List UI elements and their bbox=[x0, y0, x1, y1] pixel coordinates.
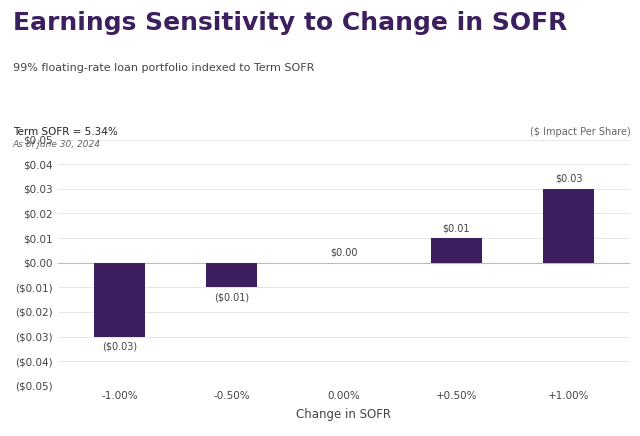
Text: ($ Impact Per Share): ($ Impact Per Share) bbox=[530, 127, 630, 137]
Text: $0.00: $0.00 bbox=[330, 248, 358, 258]
Bar bbox=[94, 262, 145, 337]
Bar bbox=[431, 238, 481, 262]
Bar bbox=[543, 189, 594, 262]
Text: (1): (1) bbox=[541, 99, 552, 105]
Text: $0.03: $0.03 bbox=[555, 174, 582, 184]
Text: $0.01: $0.01 bbox=[443, 223, 470, 233]
X-axis label: Change in SOFR: Change in SOFR bbox=[296, 408, 392, 421]
Text: Term SOFR = 5.34%: Term SOFR = 5.34% bbox=[13, 127, 118, 137]
Bar bbox=[207, 262, 257, 287]
Text: As of June 30, 2024: As of June 30, 2024 bbox=[13, 140, 101, 150]
Text: Quarterly Net Interest Income Per Share Sensitivity to Change in Market Rates: Quarterly Net Interest Income Per Share … bbox=[89, 104, 554, 114]
Text: 99% floating-rate loan portfolio indexed to Term SOFR: 99% floating-rate loan portfolio indexed… bbox=[13, 63, 314, 73]
Text: Earnings Sensitivity to Change in SOFR: Earnings Sensitivity to Change in SOFR bbox=[13, 11, 567, 35]
Text: ($0.01): ($0.01) bbox=[214, 292, 249, 302]
Text: ($0.03): ($0.03) bbox=[102, 341, 137, 351]
